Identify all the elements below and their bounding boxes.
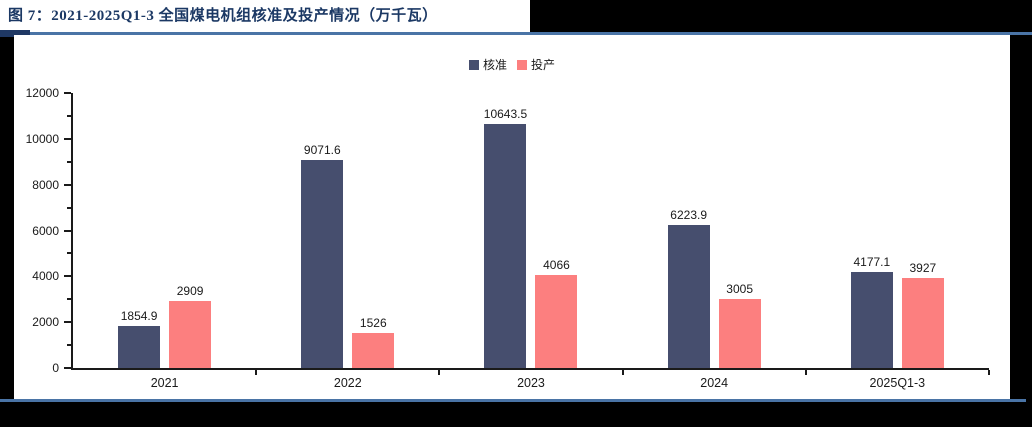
y-axis-minor-tick [67, 298, 71, 301]
x-category-label: 2025Q1-3 [869, 376, 926, 390]
bar-value-label: 2909 [176, 284, 204, 299]
figure-title: 图 7：2021-2025Q1-3 全国煤电机组核准及投产情况（万千瓦） [8, 8, 438, 24]
x-axis-tick [804, 370, 807, 375]
bar-column: 2909 [169, 93, 212, 368]
bar-group: 4177.1 3927 2025Q1-3 [806, 93, 989, 390]
bar-value-label: 3005 [726, 282, 753, 297]
y-axis-minor-tick [67, 252, 71, 255]
title-divider-line [0, 32, 1032, 35]
bar-column: 4066 [535, 93, 578, 368]
bar [535, 274, 578, 368]
bar-group: 9071.6 1526 2022 [256, 93, 439, 390]
bar [718, 299, 761, 368]
y-axis-minor-tick [67, 344, 71, 347]
y-axis-minor-tick [67, 114, 71, 117]
bar-column: 9071.6 [301, 93, 344, 368]
bar-column: 1526 [352, 93, 395, 368]
bar [118, 325, 161, 368]
y-axis-minor-tick [67, 160, 71, 163]
y-axis-minor-tick [67, 206, 71, 209]
bar-value-label: 6223.9 [670, 208, 707, 223]
x-axis-tick [988, 370, 990, 375]
bar-value-label: 3927 [909, 261, 937, 276]
bar-group: 6223.9 3005 2024 [623, 93, 806, 390]
legend-label: 核准 [482, 58, 507, 72]
bar-value-label: 4066 [543, 257, 570, 272]
bar [901, 278, 944, 368]
bar [850, 272, 893, 368]
x-category-label: 2021 [150, 376, 179, 390]
chart-legend: 核准 投产 [14, 56, 1010, 73]
bar-column: 10643.5 [483, 93, 528, 368]
x-category-label: 2024 [700, 376, 729, 390]
x-category-label: 2023 [517, 376, 545, 390]
plot-area: 0 2000 4000 6000 8000 10000 12000 1854.9 2909 202… [26, 86, 990, 390]
legend-swatch [517, 59, 527, 70]
y-axis-tick-label: 4000 [32, 269, 59, 284]
bar-column: 6223.9 [667, 93, 710, 368]
bar [667, 225, 710, 368]
bar-value-label: 1526 [359, 316, 387, 331]
bar-groups: 1854.9 2909 2021 9071.6 1526 2022 10643.5 4066 2… [73, 93, 989, 390]
y-axis-major-tick [64, 183, 71, 186]
y-axis-major-tick [64, 92, 71, 94]
y-axis-tick-label: 0 [52, 361, 59, 375]
y-axis-major-tick [64, 229, 71, 232]
bar-value-label: 4177.1 [853, 255, 891, 270]
legend-item: 核准 [468, 56, 507, 73]
legend-label: 投产 [531, 58, 556, 72]
y-axis-major-tick [64, 321, 71, 324]
legend-swatch [468, 59, 479, 70]
bar-column: 1854.9 [118, 93, 161, 368]
bar [169, 301, 212, 368]
x-axis-tick [438, 370, 441, 375]
bar [352, 333, 395, 368]
y-axis-tick-label: 10000 [25, 131, 59, 146]
y-axis-major-tick [64, 275, 71, 278]
y-axis-major-tick [64, 137, 71, 140]
x-category-label: 2022 [333, 376, 362, 390]
chart-panel: 核准 投产 0 2000 4000 6000 8000 10000 12000 1854.9 29… [14, 35, 1010, 399]
title-divider-accent [0, 30, 30, 37]
bar-column: 4177.1 [850, 93, 893, 368]
x-axis-tick [621, 370, 624, 375]
bar-group: 1854.9 2909 2021 [73, 93, 256, 390]
bar-column: 3005 [718, 93, 761, 368]
bar-value-label: 1854.9 [120, 308, 158, 323]
y-axis-tick-label: 6000 [32, 223, 59, 238]
y-axis-tick-label: 2000 [32, 315, 59, 330]
y-axis-tick-label: 12000 [25, 86, 59, 100]
bar-value-label: 9071.6 [303, 143, 341, 158]
bar-value-label: 10643.5 [483, 107, 528, 122]
figure-title-bar: 图 7：2021-2025Q1-3 全国煤电机组核准及投产情况（万千瓦） [0, 0, 530, 32]
legend-item: 投产 [517, 56, 555, 73]
bar-column: 3927 [901, 93, 944, 368]
bar [484, 124, 527, 368]
y-axis-major-tick [64, 367, 71, 369]
bar [301, 160, 344, 368]
x-axis-tick [255, 370, 258, 375]
bottom-divider-line [0, 399, 1026, 402]
bar-group: 10643.5 4066 2023 [439, 93, 622, 390]
y-axis-tick-label: 8000 [32, 177, 59, 192]
